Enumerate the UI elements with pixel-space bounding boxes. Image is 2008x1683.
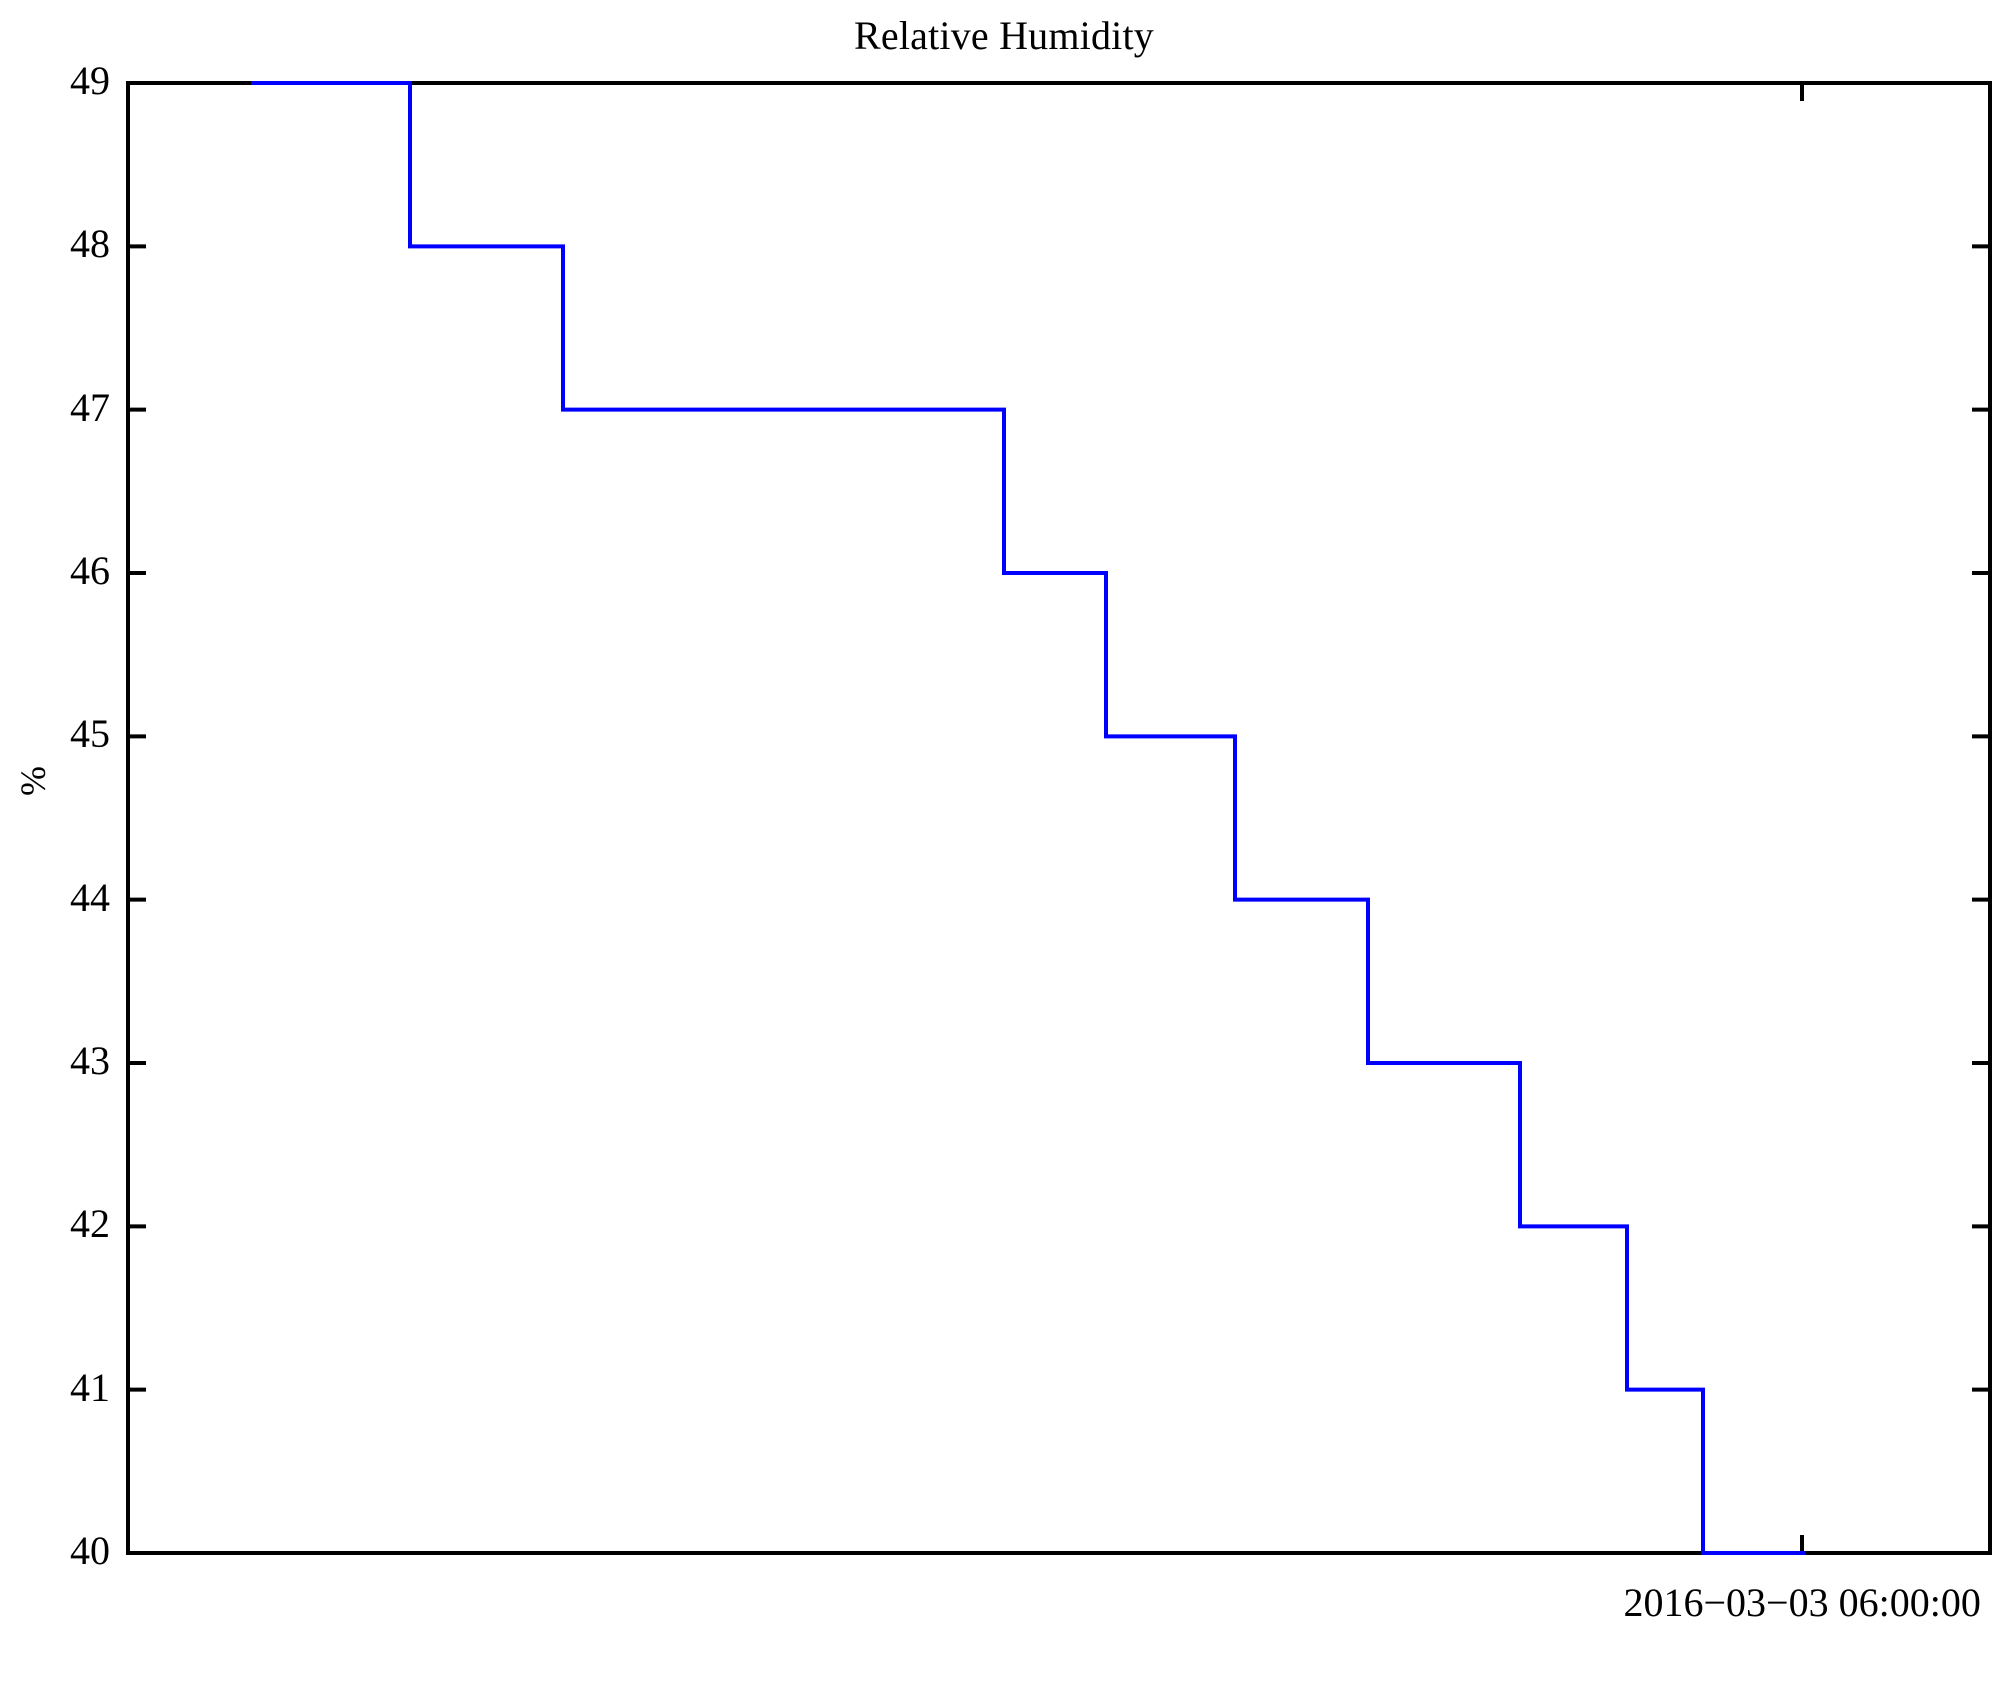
y-tick-label: 40 [70,1528,110,1573]
y-tick-label: 49 [70,58,110,103]
data-series-group [251,81,1805,1555]
y-tick-label: 47 [70,384,110,430]
axes-frame [126,81,1992,1555]
y-tick-label: 42 [70,1201,110,1247]
y-tick-label: 44 [70,874,110,920]
y-tick-label: 48 [70,221,110,267]
y-tick-label: 41 [70,1364,110,1410]
data-series-line [251,81,1805,1555]
x-tick-label: 2016−03−03 06:00:00 [1623,1580,1981,1625]
page-title: Relative Humidity [853,13,1155,58]
y-tick-label: 43 [70,1038,110,1083]
y-tick-label: 46 [70,548,110,593]
axes-box [126,81,1992,1555]
y-tick-label: 45 [70,711,110,757]
axis-ticks [128,83,1990,1553]
